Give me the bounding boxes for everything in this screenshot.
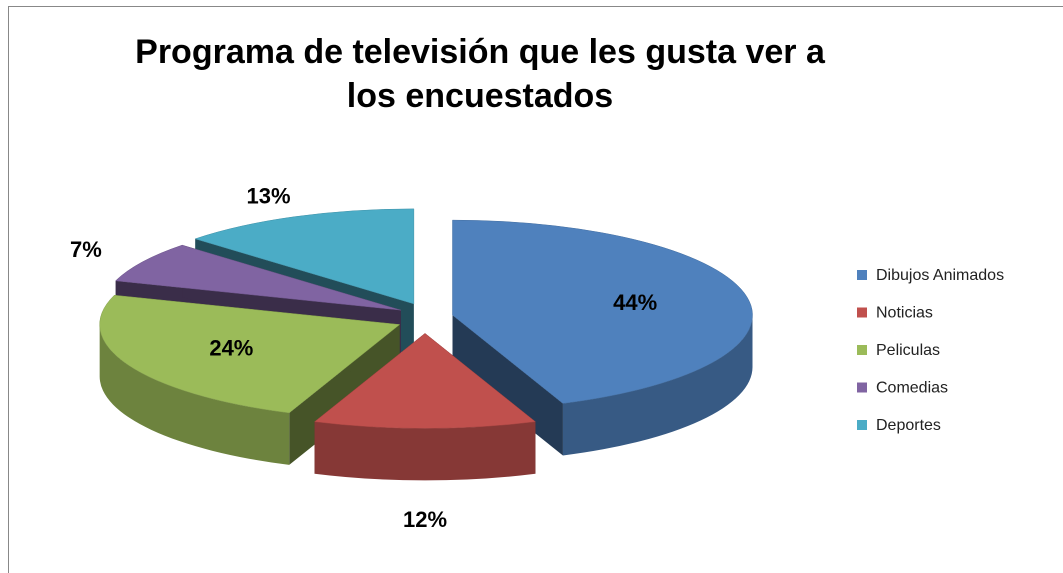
legend-label: Noticias (876, 305, 933, 322)
legend-label: Deportes (876, 417, 941, 434)
slice (194, 208, 415, 305)
chart-border (8, 6, 1063, 573)
slice (115, 244, 401, 311)
legend-swatch (857, 270, 867, 280)
data-label: 13% (247, 183, 291, 208)
slice (99, 294, 401, 414)
legend-label: Comedias (876, 380, 948, 397)
slice-wall (314, 421, 536, 481)
legend-swatch (857, 382, 867, 393)
legend-label: Dibujos Animados (876, 267, 1004, 284)
slice-wall (562, 315, 753, 456)
legend-swatch (857, 307, 867, 318)
data-label: 12% (403, 507, 447, 532)
legend-swatch (857, 345, 867, 355)
legend-label: Peliculas (876, 342, 940, 359)
data-label: 7% (70, 237, 102, 262)
legend-swatch (857, 420, 867, 430)
slice (313, 333, 537, 429)
slice-side (452, 315, 563, 456)
data-label: 24% (209, 335, 253, 360)
data-label: 44% (613, 290, 657, 315)
slice-wall (99, 324, 290, 465)
chart-title: Programa de televisión que les gusta ver… (135, 33, 825, 115)
slice (452, 219, 753, 404)
